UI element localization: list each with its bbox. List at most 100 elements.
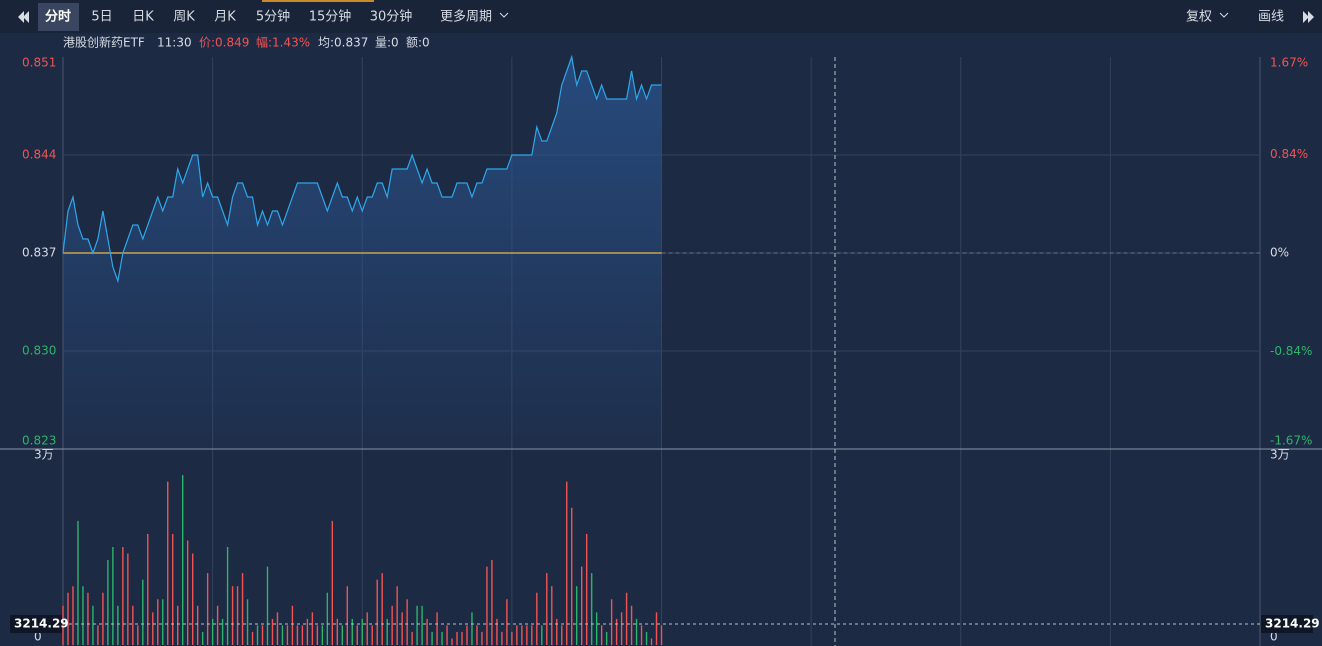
- volume-bar: [406, 599, 408, 645]
- volume-bar: [112, 547, 114, 645]
- volume-bar: [476, 625, 478, 645]
- y2-tick-label: 0.84%: [1270, 147, 1308, 161]
- volume-bar: [346, 586, 348, 645]
- period-tab[interactable]: 30分钟: [370, 9, 413, 25]
- volume-bar: [266, 566, 269, 645]
- volume-bar: [431, 631, 433, 645]
- volume-bar: [506, 599, 508, 645]
- volume-bar: [271, 618, 274, 645]
- volume-bar: [62, 605, 64, 645]
- volume-bar: [142, 579, 144, 645]
- security-name: 港股创新药ETF: [63, 35, 145, 50]
- volume-bar: [610, 599, 613, 645]
- prev-arrow[interactable]: [18, 11, 24, 23]
- period-tab[interactable]: 分时: [45, 9, 71, 25]
- y-tick-label: 0.837: [22, 246, 56, 260]
- volume-bar: [441, 631, 443, 645]
- volume-bar: [541, 625, 543, 645]
- volume-bar: [137, 625, 139, 645]
- y-tick-label: 0.830: [22, 344, 56, 358]
- volume-bar: [191, 553, 194, 645]
- volume-bar: [526, 625, 528, 645]
- volume-bar: [211, 618, 214, 645]
- volume-bar: [421, 605, 423, 645]
- volume-bar: [366, 612, 368, 645]
- volume-bar: [201, 631, 204, 645]
- period-tab[interactable]: 月K: [214, 10, 236, 25]
- crosshair-tag: [1261, 615, 1313, 633]
- volume-bar: [117, 605, 119, 645]
- volume-bar: [216, 605, 219, 645]
- volume-bar: [87, 592, 89, 645]
- volume-bar: [581, 566, 583, 645]
- y-tick-label: 0.823: [22, 434, 56, 448]
- volume-bar: [536, 592, 538, 645]
- period-tab[interactable]: 15分钟: [309, 9, 352, 25]
- volume-bar: [221, 618, 224, 645]
- volume-bar: [107, 560, 109, 645]
- volume-bar: [381, 573, 383, 645]
- volume-bar: [301, 625, 304, 645]
- volume-bar: [172, 533, 174, 645]
- volume-bar: [251, 631, 254, 645]
- volume-bar: [132, 605, 134, 645]
- volume-bar: [625, 592, 628, 645]
- volume-bar: [615, 618, 618, 645]
- volume-bar: [246, 599, 249, 645]
- volume-bar: [471, 612, 473, 645]
- volume-bar: [491, 560, 493, 645]
- more-periods[interactable]: 更多周期: [440, 9, 492, 25]
- volume-bar: [147, 533, 149, 645]
- volume-info: 量:0: [375, 36, 399, 50]
- period-tab[interactable]: 5分钟: [256, 9, 290, 25]
- draw-button[interactable]: 画线: [1258, 10, 1284, 25]
- next-arrow[interactable]: [1303, 11, 1309, 23]
- active-tab: [38, 3, 79, 31]
- volume-bar: [551, 586, 553, 645]
- volume-bar: [645, 631, 648, 645]
- volume-bar: [241, 573, 244, 645]
- volume-bar: [167, 481, 169, 645]
- y2-tick-label: 0: [1270, 630, 1278, 644]
- volume-bar: [77, 520, 79, 645]
- volume-bar: [630, 605, 633, 645]
- volume-bar: [585, 533, 588, 645]
- volume-bar: [72, 586, 74, 645]
- volume-bar: [590, 573, 593, 645]
- volume-bar: [521, 625, 523, 645]
- volume-bar: [516, 625, 518, 645]
- volume-bar: [311, 612, 314, 645]
- period-tab[interactable]: 5日: [91, 10, 112, 25]
- volume-bar: [511, 631, 513, 645]
- volume-bar: [620, 612, 623, 645]
- volume-bar: [157, 599, 159, 645]
- volume-bar: [556, 618, 558, 645]
- next-arrow[interactable]: [1308, 11, 1314, 23]
- prev-arrow[interactable]: [23, 11, 29, 23]
- period-tab[interactable]: 周K: [173, 10, 195, 25]
- volume-bar: [162, 599, 164, 645]
- volume-bar: [321, 625, 324, 645]
- volume-bar: [281, 625, 284, 645]
- volume-bar: [97, 625, 99, 645]
- volume-bar: [196, 605, 199, 645]
- adjust-button[interactable]: 复权: [1186, 9, 1212, 25]
- volume-bar: [660, 625, 663, 645]
- volume-bar: [401, 612, 403, 645]
- y2-tick-label: 1.67%: [1270, 56, 1308, 70]
- crosshair-label: 3214.29: [1265, 617, 1320, 631]
- average: 均:0.837: [318, 36, 368, 50]
- volume-bar: [411, 631, 413, 645]
- volume-bar: [566, 481, 568, 645]
- volume-bar: [226, 547, 229, 645]
- volume-bar: [122, 547, 124, 645]
- volume-bar: [571, 507, 573, 645]
- crosshair-label: 3214.29: [14, 617, 69, 631]
- volume-bar: [231, 586, 234, 645]
- period-tab[interactable]: 日K: [132, 10, 154, 25]
- price: 价:0.849: [199, 36, 249, 50]
- volume-bar: [236, 586, 239, 645]
- amount-info: 额:0: [406, 36, 430, 50]
- y-tick-label: 0.851: [22, 56, 56, 70]
- chevron: [499, 12, 509, 18]
